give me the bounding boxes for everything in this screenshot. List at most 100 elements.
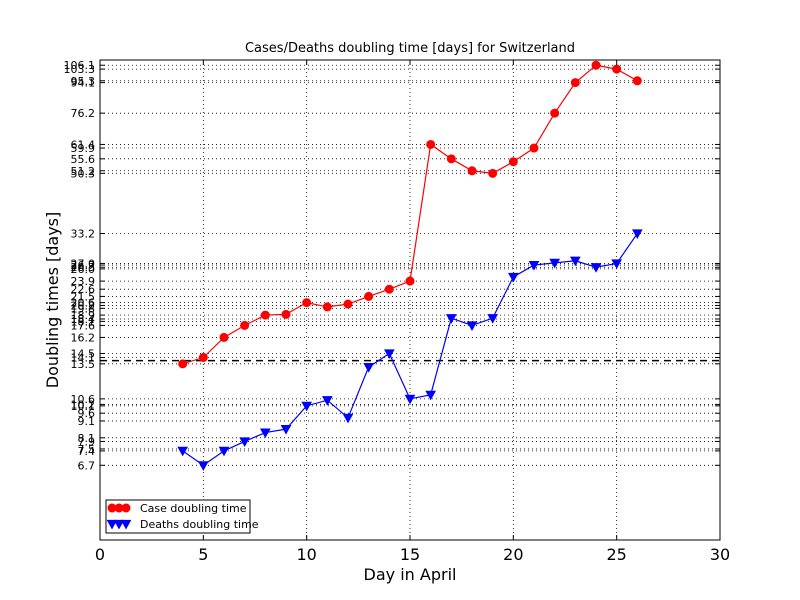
deaths-data-point <box>301 401 313 412</box>
deaths-data-point <box>466 321 478 331</box>
case-data-point <box>488 168 498 178</box>
axis-layer: 0 5 10 15 20 25 30 6.77.47.57.98.1 9.19.610.110.… <box>64 59 731 564</box>
y-tick-label: 20.6 <box>71 297 96 310</box>
y-tick-label: 26.0 <box>71 263 96 276</box>
x-tick-label: 5 <box>198 545 208 564</box>
case-data-point <box>529 143 539 153</box>
deaths-data-point <box>445 314 457 324</box>
y-tick-label: 9.1 <box>78 415 96 428</box>
y-tick-label: 26.7 <box>71 259 96 272</box>
y-tick-label: 33.2 <box>71 227 96 240</box>
y-tick-label: 50.3 <box>71 167 96 180</box>
case-data-point <box>364 291 374 301</box>
y-tick-label: 10.2 <box>71 398 96 411</box>
x-tick-label: 30 <box>710 545 730 564</box>
deaths-data-point <box>487 314 499 324</box>
deaths-data-point <box>218 446 230 457</box>
x-tick-label: 10 <box>296 545 316 564</box>
y-tick-label: 94.1 <box>71 77 96 90</box>
legend-deaths-marker <box>113 519 125 530</box>
x-tick-label: 0 <box>95 545 105 564</box>
deaths-data-point <box>239 437 251 447</box>
case-data-point <box>550 108 560 118</box>
deaths-data-point <box>425 390 437 401</box>
legend-deaths-marker <box>106 519 118 530</box>
y-tick-label: 14.1 <box>71 352 96 365</box>
case-data-point <box>632 76 642 86</box>
deaths-data-point <box>342 413 354 424</box>
case-data-point <box>178 359 188 369</box>
y-tick-label: 21.5 <box>71 290 96 303</box>
deaths-data-point <box>590 263 602 273</box>
deaths-data-point <box>177 446 189 457</box>
case-data-point <box>260 310 270 320</box>
chart-title: Cases/Deaths doubling time [days] for Sw… <box>245 41 575 56</box>
legend: Case doubling time Deaths doubling time <box>105 499 259 534</box>
y-tick-label: 27.0 <box>71 257 96 270</box>
case-data-point <box>322 302 332 312</box>
y-tick-label: 18.9 <box>71 309 96 322</box>
case-data-point <box>612 64 622 74</box>
y-tick-label: 23.9 <box>71 275 96 288</box>
case-data-point <box>405 276 415 286</box>
deaths-data-point <box>528 260 540 271</box>
case-data-point <box>281 309 291 319</box>
case-data-point <box>198 353 208 363</box>
deaths-data-point <box>280 425 292 435</box>
y-tick-label: 103.3 <box>64 63 96 76</box>
deaths-data-point <box>631 229 643 240</box>
y-tick-label: 7.5 <box>78 443 96 456</box>
deaths-data-point <box>197 461 209 471</box>
case-data-point <box>426 139 436 149</box>
y-tick-label: 95.3 <box>71 75 96 88</box>
legend-box <box>105 499 251 534</box>
x-axis-label: Day in April <box>364 565 457 584</box>
deaths-data-point <box>363 362 375 373</box>
y-tick-label: 51.2 <box>71 165 96 178</box>
x-tick-label: 25 <box>606 545 626 564</box>
y-tick-label: 22.6 <box>71 283 96 296</box>
y-tick-label: 10.6 <box>71 393 96 406</box>
y-tick-label: 13.5 <box>71 358 96 371</box>
case-data-point <box>219 332 229 342</box>
y-tick-label: 19.8 <box>71 302 96 315</box>
case-data-point <box>570 78 580 88</box>
y-tick-label: 61.4 <box>71 138 96 151</box>
y-tick-label: 7.9 <box>78 435 96 448</box>
case-data-point <box>591 60 601 70</box>
x-tick-label: 20 <box>503 545 523 564</box>
series-layer <box>177 60 643 471</box>
y-tick-label: 16.2 <box>71 331 96 344</box>
deaths-data-point <box>569 256 581 267</box>
y-tick-label: 14.5 <box>71 347 96 360</box>
deaths-data-point <box>507 272 519 283</box>
y-tick-label: 76.2 <box>71 107 96 120</box>
case-data-point <box>446 154 456 164</box>
y-tick-label: 18.1 <box>71 315 96 328</box>
legend-deaths-marker <box>120 519 132 530</box>
case-data-point <box>467 166 477 176</box>
case-data-point <box>384 284 394 294</box>
case-data-point <box>343 299 353 309</box>
y-tick-label: 18.4 <box>71 313 96 326</box>
deaths-data-point <box>611 259 623 269</box>
deaths-data-point <box>321 396 333 406</box>
y-tick-label: 59.9 <box>71 142 96 155</box>
legend-case-label: Case doubling time <box>140 502 247 515</box>
case-data-point <box>240 320 250 330</box>
y-tick-label: 9.6 <box>78 407 96 420</box>
case-data-point <box>302 298 312 308</box>
y-tick-label: 8.1 <box>78 432 96 445</box>
y-tick-label: 17.6 <box>71 319 96 332</box>
y-tick-label: 55.6 <box>71 153 96 166</box>
y-axis-label: Doubling times [days] <box>43 212 62 389</box>
deaths-data-point <box>259 428 271 439</box>
y-tick-label: 6.7 <box>78 459 96 472</box>
y-tick-label: 20.2 <box>71 299 96 312</box>
y-tick-label: 106.1 <box>64 59 96 72</box>
y-tick-label: 7.4 <box>78 445 96 458</box>
legend-entries: Case doubling time Deaths doubling time <box>106 502 259 531</box>
y-tick-label: 10.1 <box>71 400 96 413</box>
deaths-data-point <box>549 258 561 269</box>
